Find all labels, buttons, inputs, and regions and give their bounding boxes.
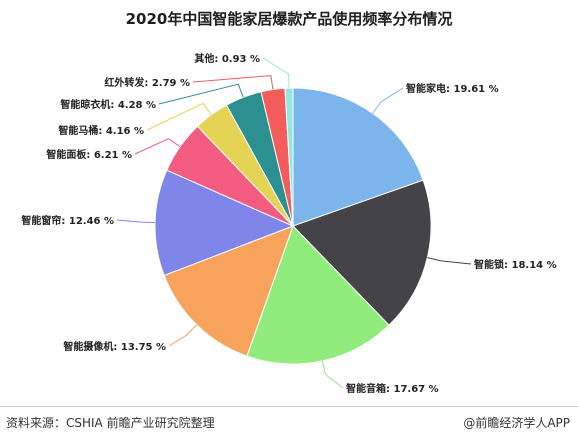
slice-label-4: 智能摄像机: 13.75 % bbox=[63, 340, 166, 353]
pie-slice-3 bbox=[246, 225, 390, 365]
leader-line-2 bbox=[427, 257, 472, 265]
leader-line-10 bbox=[262, 57, 290, 89]
leader-line-6 bbox=[134, 138, 181, 155]
slice-label-8: 智能晾衣机: 4.28 % bbox=[60, 98, 156, 111]
slice-label-5: 智能窗帘: 12.46 % bbox=[21, 214, 114, 227]
pie-slice-4 bbox=[163, 225, 294, 357]
leader-line-8 bbox=[158, 83, 244, 105]
slice-label-1: 智能家电: 19.61 % bbox=[406, 82, 499, 95]
credit-note: @前瞻经济学人APP bbox=[463, 416, 570, 430]
chart-title: 2020年中国智能家居爆款产品使用频率分布情况 bbox=[125, 10, 453, 28]
leader-line-4 bbox=[168, 324, 198, 347]
source-note: 资料来源：CSHIA 前瞻产业研究院整理 bbox=[6, 416, 215, 430]
slice-label-9: 红外转发: 2.79 % bbox=[104, 76, 190, 89]
pie-slice-2 bbox=[292, 179, 432, 326]
slice-labels: 智能家电: 19.61 % 智能锁: 18.14 % 智能音箱: 17.67 % 智能… bbox=[21, 52, 556, 395]
leader-lines bbox=[116, 57, 472, 389]
pie-slice-5 bbox=[154, 169, 295, 277]
slice-label-6: 智能面板: 6.21 % bbox=[46, 148, 132, 161]
leader-line-7 bbox=[146, 102, 212, 131]
leader-line-1 bbox=[372, 87, 404, 114]
leader-line-5 bbox=[116, 219, 156, 224]
leader-line-3 bbox=[321, 360, 344, 389]
pie-chart: 智能家电: 19.61 % 智能锁: 18.14 % 智能音箱: 17.67 % 智能… bbox=[21, 52, 556, 395]
footer-divider bbox=[0, 406, 578, 407]
slice-label-2: 智能锁: 18.14 % bbox=[474, 258, 557, 271]
slice-label-3: 智能音箱: 17.67 % bbox=[346, 382, 439, 395]
slice-label-10: 其他: 0.93 % bbox=[194, 52, 260, 65]
leader-line-9 bbox=[192, 75, 274, 90]
slice-label-7: 智能马桶: 4.16 % bbox=[58, 124, 144, 137]
pie-slices bbox=[154, 87, 432, 365]
